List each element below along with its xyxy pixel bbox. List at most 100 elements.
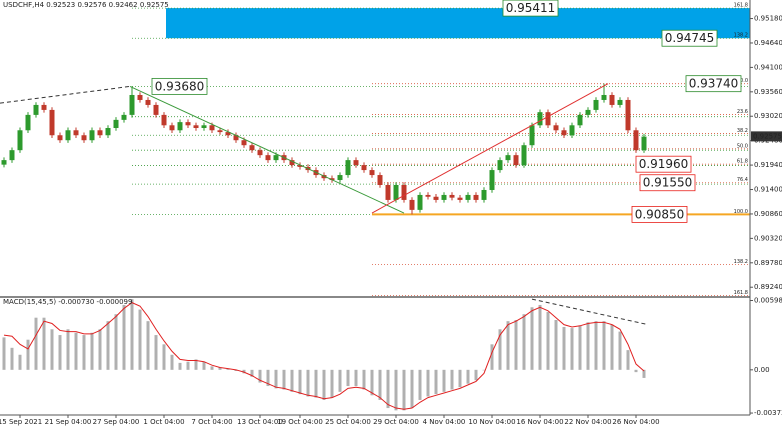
candle-body <box>17 130 23 151</box>
macd-bar <box>106 321 110 370</box>
fib-label: 0.0 <box>740 78 748 84</box>
candle-body <box>81 135 87 141</box>
candle-body <box>289 160 295 166</box>
candle-body <box>41 104 47 110</box>
x-tick-label: 19 Oct 04:00 <box>277 418 323 426</box>
fib-label: 38.2 <box>737 128 748 134</box>
macd-bar <box>434 369 438 395</box>
candle-body <box>257 150 263 156</box>
macd-bar <box>346 369 350 387</box>
macd-bar <box>538 304 542 370</box>
macd-bar <box>154 335 158 370</box>
macd-bar <box>354 369 358 387</box>
candle-body <box>73 130 79 136</box>
candle-body <box>209 125 215 131</box>
trendline <box>129 85 405 214</box>
candle-body <box>345 160 351 176</box>
fib-label: 161.8 <box>734 290 748 296</box>
macd-bar <box>466 369 470 384</box>
candle-body <box>33 104 39 115</box>
y-tick-label: 0.95180 <box>754 15 782 23</box>
macd-trendline <box>531 298 649 326</box>
signal-line <box>3 302 645 410</box>
macd-bar <box>362 369 366 390</box>
candle-body <box>193 125 199 129</box>
macd-bar <box>482 369 486 371</box>
macd-bar <box>138 309 142 370</box>
candle-body <box>129 94 135 115</box>
candle-body <box>617 99 623 105</box>
target-zone <box>166 8 750 39</box>
macd-bar <box>2 337 6 370</box>
x-tick-label: 21 Sep 04:00 <box>45 418 92 426</box>
macd-bar <box>338 369 342 392</box>
macd-bar <box>474 369 478 381</box>
price-label: 0.93680 <box>155 79 205 93</box>
macd-bar <box>370 369 374 396</box>
candle-body <box>449 194 455 198</box>
candle-body <box>465 194 471 200</box>
candle-body <box>409 199 415 210</box>
macd-bar <box>146 321 150 370</box>
macd-bar <box>314 369 318 398</box>
candle-body <box>185 122 191 126</box>
candle-body <box>601 94 607 100</box>
macd-bar <box>202 361 206 370</box>
trendline <box>371 83 609 214</box>
y-tick-label: 0.94100 <box>754 63 782 71</box>
fib-label: 138.2 <box>734 33 748 39</box>
candle-body <box>97 130 103 136</box>
candle-body <box>177 122 183 131</box>
fib-label: 23.6 <box>737 109 748 115</box>
x-tick-label: 27 Sep 04:00 <box>93 418 140 426</box>
price-label-box <box>631 206 688 223</box>
candle-body <box>273 155 279 161</box>
macd-bar <box>10 347 14 370</box>
macd-bar <box>90 332 94 370</box>
macd-bar <box>634 369 638 373</box>
x-tick-label: 22 Nov 04:00 <box>564 418 611 426</box>
candle-body <box>225 132 231 136</box>
candle-body <box>457 197 463 200</box>
macd-bar <box>458 369 462 388</box>
macd-bar <box>290 369 294 392</box>
candle-body <box>441 194 447 200</box>
candle-body <box>385 185 391 200</box>
y-tick-label: 0.94640 <box>754 39 782 47</box>
y-tick-label: 0.93560 <box>754 88 782 96</box>
macd-bar <box>514 320 518 370</box>
candle-body <box>265 155 271 161</box>
macd-bar <box>450 369 454 390</box>
candle-body <box>545 112 551 126</box>
candle-body <box>521 145 527 166</box>
macd-bar <box>610 324 614 370</box>
macd-bar <box>130 299 134 370</box>
candle-body <box>481 189 487 200</box>
x-tick-label: 4 Nov 04:00 <box>423 418 466 426</box>
macd-bar <box>298 369 302 395</box>
y-tick-label: 0.89780 <box>754 259 782 267</box>
y2-tick-label: 0.005985 <box>754 296 782 304</box>
macd-bar <box>218 367 222 370</box>
price-label: 0.93740 <box>689 77 739 91</box>
price-label-box <box>685 75 742 93</box>
candle-body <box>145 99 151 105</box>
candle-body <box>241 140 247 146</box>
trendline <box>0 85 131 104</box>
macd-bar <box>114 314 118 370</box>
candle-body <box>9 150 15 161</box>
fib-label: 138.2 <box>734 259 748 265</box>
macd-bar <box>82 335 86 370</box>
candle-body <box>473 194 479 200</box>
macd-bar <box>626 350 630 370</box>
macd-bar <box>330 369 334 398</box>
y2-tick-label: -0.003732 <box>754 409 782 417</box>
header: USDCHF,H4 0.92523 0.92576 0.92462 0.9257… <box>3 1 169 9</box>
candle-body <box>537 112 543 126</box>
macd-bar <box>418 369 422 400</box>
candle-body <box>569 125 575 136</box>
macd-bar <box>410 369 414 409</box>
candle-body <box>105 128 111 136</box>
candle-body <box>337 175 343 181</box>
price-label: 0.90850 <box>635 207 685 221</box>
